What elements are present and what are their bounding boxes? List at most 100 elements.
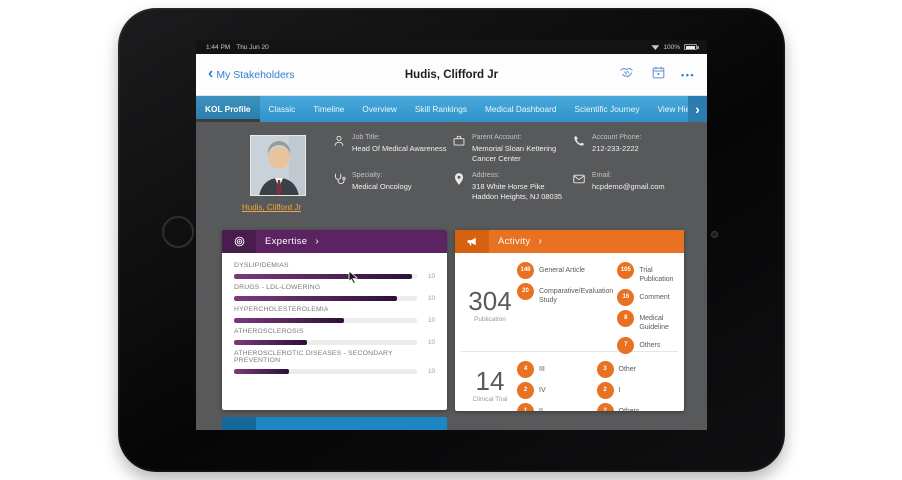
profile-header: Hudis, Clifford Jr Job Title: Head Of Me… <box>196 122 707 228</box>
back-label: My Stakeholders <box>216 68 295 81</box>
count-badge: 105 <box>617 262 635 279</box>
expertise-bar-fill <box>234 369 289 374</box>
field-specialty: Specialty: Medical Oncology <box>332 172 448 192</box>
expertise-bar-track <box>234 318 417 323</box>
activity-badge-item: 2 IV <box>517 382 593 399</box>
status-time: 1:44 PM <box>206 43 231 51</box>
field-email: Email: hcpdemo@gmail.com <box>572 172 688 192</box>
badge-label: Other <box>618 366 637 373</box>
expertise-row-label: HYPERCHOLESTEROLEMIA <box>234 306 329 313</box>
tab-medical-dashboard[interactable]: Medical Dashboard <box>484 104 557 114</box>
expertise-row-value: 10 <box>427 273 435 280</box>
count-badge: 2 <box>596 403 614 411</box>
tab-classic[interactable]: Classic <box>268 104 296 114</box>
count-badge: 148 <box>517 262 534 279</box>
count-badge: 2 <box>517 382 534 399</box>
home-button[interactable] <box>162 216 194 248</box>
app-screen: 1:44 PM Thu Jun 20 100% Hudis, Clifford … <box>196 40 707 430</box>
person-icon <box>332 134 346 154</box>
expertise-title: Expertise <box>265 236 308 247</box>
clinical-trial-label: Clinical Trial <box>472 395 508 403</box>
more-icon[interactable]: ••• <box>681 69 695 80</box>
briefcase-icon <box>452 134 466 164</box>
count-badge: 7 <box>617 336 635 354</box>
tab-timeline[interactable]: Timeline <box>313 104 345 114</box>
wifi-icon <box>651 45 660 50</box>
count-badge: 3 <box>596 361 614 378</box>
expertise-row-value: 10 <box>427 295 435 302</box>
envelope-icon <box>572 172 586 192</box>
field-label: Email: <box>592 172 612 179</box>
field-value: 212-233-2222 <box>592 144 639 153</box>
expertise-chevron-icon: › <box>315 236 319 247</box>
handshake-icon[interactable] <box>617 65 636 85</box>
mouse-cursor-icon <box>348 270 359 289</box>
expertise-bar-track <box>234 340 417 345</box>
target-icon <box>222 230 256 253</box>
activity-header[interactable]: Activity › <box>455 230 684 253</box>
profile-name-link[interactable]: Hudis, Clifford Jr <box>242 203 301 212</box>
page-title: Hudis, Clifford Jr <box>404 68 499 81</box>
activity-badge-item: 7 Others <box>617 336 678 354</box>
expertise-row-value: 10 <box>427 368 435 375</box>
nav-bar: Hudis, Clifford Jr ‹ My Stakeholders ••• <box>196 54 707 96</box>
badge-label: Trial Publication <box>639 267 674 284</box>
activity-badge-item: 16 Comment <box>617 288 678 306</box>
publication-count: 304 <box>468 286 512 316</box>
field-value: Medical Oncology <box>352 182 412 191</box>
badge-label: General Article <box>539 267 585 274</box>
badge-label: Medical Guideline <box>639 314 669 332</box>
expertise-row: DYSLIPIDEMIAS 10 <box>234 262 435 280</box>
avatar <box>250 135 306 196</box>
status-date: Thu Jun 20 <box>236 43 269 51</box>
badge-label: Comparative/Evaluation Study <box>539 288 614 305</box>
field-address: Address: 318 White Horse Pike Haddon Hei… <box>452 172 568 202</box>
badge-label: I <box>618 387 621 394</box>
badge-label: Comment <box>639 293 670 301</box>
clinical-trial-section: 14 Clinical Trial 4 III 2 <box>461 351 678 411</box>
activity-badge-item: 8 Medical Guideline <box>617 309 678 333</box>
expertise-row: ATHEROSCLEROTIC DISEASES - SECONDARY PRE… <box>234 350 435 375</box>
expertise-bar-fill <box>234 340 308 345</box>
back-chevron-icon: ‹ <box>208 64 214 82</box>
phone-icon <box>572 134 586 154</box>
count-badge: 8 <box>617 309 635 327</box>
field-label: Specialty: <box>352 172 383 179</box>
tablet-frame: 1:44 PM Thu Jun 20 100% Hudis, Clifford … <box>118 8 785 472</box>
count-badge: 20 <box>517 283 534 300</box>
back-button[interactable]: ‹ My Stakeholders <box>208 64 295 82</box>
field-job-title: Job Title: Head Of Medical Awareness <box>332 134 448 154</box>
expertise-row: HYPERCHOLESTEROLEMIA 10 <box>234 306 435 324</box>
badge-label: IV <box>539 387 546 394</box>
tab-overview[interactable]: Overview <box>362 104 397 114</box>
battery-percent: 100% <box>663 43 680 51</box>
tab-kol-profile[interactable]: KOL Profile <box>196 96 260 122</box>
expertise-row-label: ATHEROSCLEROTIC DISEASES - SECONDARY PRE… <box>234 350 393 364</box>
expertise-row: ATHEROSCLEROSIS 10 <box>234 328 435 346</box>
tab-scientific-journey[interactable]: Scientific Journey <box>574 104 640 114</box>
tab-view-hierarchy[interactable]: View Hierarchy <box>657 104 708 114</box>
count-badge: 16 <box>617 288 635 306</box>
tabs-overflow-chevron-icon[interactable]: › <box>688 96 707 122</box>
activity-badge-item: 105 Trial Publication <box>617 262 678 285</box>
count-badge: 2 <box>596 382 614 399</box>
location-pin-icon <box>452 172 466 202</box>
camera-icon <box>711 231 718 238</box>
activity-badge-item: 1 II <box>517 403 593 411</box>
stethoscope-icon <box>332 172 346 192</box>
expertise-bar-track <box>234 274 417 279</box>
expertise-header[interactable]: Expertise › <box>222 230 447 253</box>
dashboard: Expertise › DYSLIPIDEMIAS 10 DRUGS - <box>196 228 707 430</box>
megaphone-icon <box>455 230 489 253</box>
next-card-partial[interactable] <box>222 417 447 430</box>
tab-skill-rankings[interactable]: Skill Rankings <box>414 104 467 114</box>
expertise-bar-track <box>234 369 417 374</box>
clinical-trial-count: 14 <box>475 365 505 396</box>
expertise-bar-fill <box>234 318 344 323</box>
field-label: Address: <box>472 172 500 179</box>
expertise-row-value: 10 <box>427 317 435 324</box>
activity-badge-item: 20 Comparative/Evaluation Study <box>517 283 613 306</box>
calendar-icon[interactable] <box>651 65 666 85</box>
expertise-row-label: DRUGS - LDL-LOWERING <box>234 284 321 291</box>
field-label: Account Phone: <box>592 134 642 141</box>
